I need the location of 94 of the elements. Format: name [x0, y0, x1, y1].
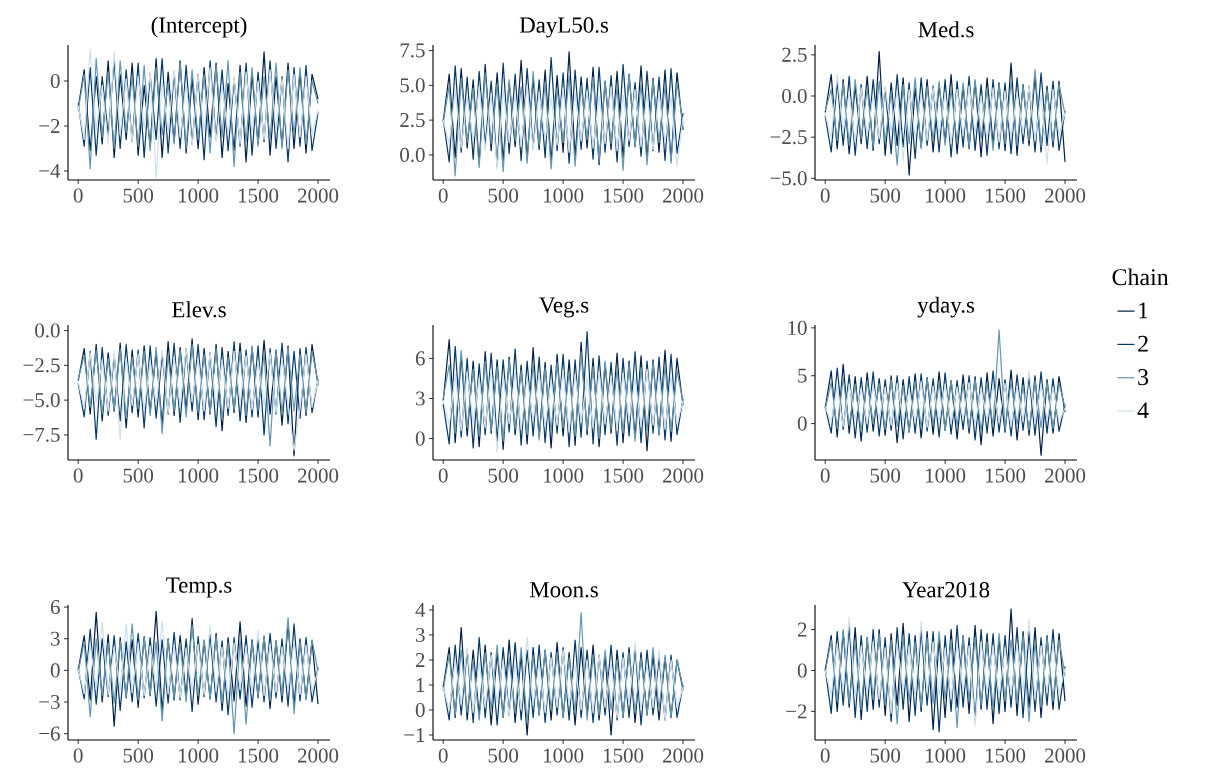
x-tick-label: 0 — [820, 748, 830, 763]
x-tick-label: 2000 — [298, 748, 339, 763]
x-tick-label: 1000 — [926, 468, 966, 483]
x-tick-label: 0 — [73, 468, 83, 483]
chart-title: (Intercept) — [151, 16, 247, 38]
legend-label: 1 — [1139, 302, 1148, 319]
y-tick-label: −2.5 — [770, 130, 807, 145]
x-tick-label: 1500 — [603, 748, 644, 763]
y-tick-label: 3 — [416, 627, 425, 643]
x-tick-label: 1000 — [926, 188, 966, 203]
x-tick-label: 500 — [123, 468, 154, 483]
y-tick-label: 0 — [797, 663, 807, 678]
x-tick-label: 2000 — [1045, 188, 1086, 203]
y-tick-label: 0.0 — [782, 88, 807, 104]
x-tick-label: 1000 — [179, 468, 219, 483]
chart-title: yday.s — [917, 296, 975, 318]
chart-title: Elev.s — [172, 301, 226, 318]
x-tick-label: 0 — [438, 468, 448, 483]
x-tick-label: 1500 — [238, 748, 279, 763]
x-tick-label: 0 — [438, 748, 448, 763]
chart-title: Moon.s — [529, 582, 598, 598]
y-tick-label: −5.0 — [770, 171, 807, 186]
chart-title: Year2018 — [902, 582, 990, 598]
x-tick-label: 1500 — [603, 188, 644, 203]
y-tick-label: 0 — [50, 663, 60, 678]
x-tick-label: 1500 — [238, 188, 279, 203]
x-tick-label: 2000 — [663, 748, 704, 763]
x-tick-label: 1000 — [544, 748, 584, 763]
y-tick-label: 1 — [416, 678, 425, 692]
x-tick-label: 500 — [488, 188, 519, 203]
y-tick-label: 4 — [415, 603, 426, 617]
x-tick-label: 1500 — [985, 468, 1026, 483]
y-tick-label: 0 — [797, 416, 807, 431]
chart-title: DayL50.s — [519, 17, 609, 38]
x-tick-label: 2000 — [1045, 468, 1086, 483]
x-tick-label: 500 — [123, 188, 154, 203]
x-tick-label: 2000 — [663, 188, 704, 203]
x-tick-label: 2000 — [298, 188, 339, 203]
x-tick-label: 1000 — [544, 468, 584, 483]
y-tick-label: 6 — [50, 600, 60, 615]
legend-label: 3 — [1138, 369, 1149, 386]
x-tick-label: 1500 — [238, 468, 279, 483]
legend-label: 4 — [1137, 402, 1149, 419]
x-tick-label: 1000 — [544, 188, 584, 203]
x-tick-label: 1000 — [179, 188, 219, 203]
x-tick-label: 500 — [488, 468, 519, 483]
y-tick-label: −5.0 — [23, 393, 60, 408]
y-tick-label: 0 — [415, 431, 425, 446]
y-tick-label: 5.0 — [400, 78, 425, 93]
x-tick-label: 500 — [870, 188, 901, 203]
x-tick-label: 500 — [870, 748, 901, 763]
chart-title: Med.s — [918, 21, 974, 38]
y-tick-label: −2 — [39, 119, 60, 133]
y-tick-label: 2.5 — [400, 113, 425, 128]
x-tick-label: 0 — [820, 188, 830, 203]
y-tick-label: −3 — [39, 694, 60, 710]
y-tick-label: −2.5 — [23, 358, 60, 373]
x-tick-label: 500 — [488, 748, 519, 763]
y-tick-label: 2 — [415, 653, 425, 667]
y-tick-label: 10 — [788, 320, 807, 335]
x-tick-label: 2000 — [663, 468, 704, 483]
legend-title: Chain — [1112, 268, 1169, 286]
y-tick-label: 7.5 — [400, 43, 425, 58]
y-tick-label: 3 — [416, 391, 425, 406]
y-tick-label: 0.0 — [400, 147, 425, 163]
y-tick-label: 0 — [415, 702, 425, 718]
x-tick-label: 1500 — [985, 188, 1026, 203]
y-tick-label: 3 — [51, 631, 60, 646]
y-tick-label: 0.0 — [35, 323, 60, 338]
y-tick-label: 2 — [797, 622, 807, 637]
y-tick-label: 2.5 — [782, 47, 807, 62]
x-tick-label: 0 — [73, 188, 83, 203]
y-tick-label: −2 — [786, 704, 807, 719]
x-tick-label: 500 — [123, 748, 154, 763]
x-tick-label: 1000 — [926, 748, 966, 763]
x-tick-label: 500 — [870, 468, 901, 483]
y-tick-label: 0 — [50, 73, 60, 89]
x-tick-label: 2000 — [298, 468, 339, 483]
y-tick-label: −1 — [404, 728, 425, 742]
y-tick-label: −6 — [39, 726, 60, 741]
x-tick-label: 1500 — [985, 748, 1026, 763]
x-tick-label: 1000 — [179, 748, 219, 763]
x-tick-label: 0 — [438, 188, 448, 203]
x-tick-label: 0 — [73, 748, 83, 763]
chart-title: Veg.s — [539, 297, 589, 318]
x-tick-label: 0 — [820, 468, 830, 483]
y-tick-label: −4 — [39, 164, 61, 178]
y-tick-label: 5 — [798, 368, 807, 383]
chart-title: Temp.s — [166, 577, 232, 598]
x-tick-label: 2000 — [1045, 748, 1086, 763]
legend-label: 2 — [1138, 335, 1148, 352]
y-tick-label: 6 — [415, 351, 425, 366]
x-tick-label: 1500 — [603, 468, 644, 483]
y-tick-label: −7.5 — [23, 427, 60, 442]
